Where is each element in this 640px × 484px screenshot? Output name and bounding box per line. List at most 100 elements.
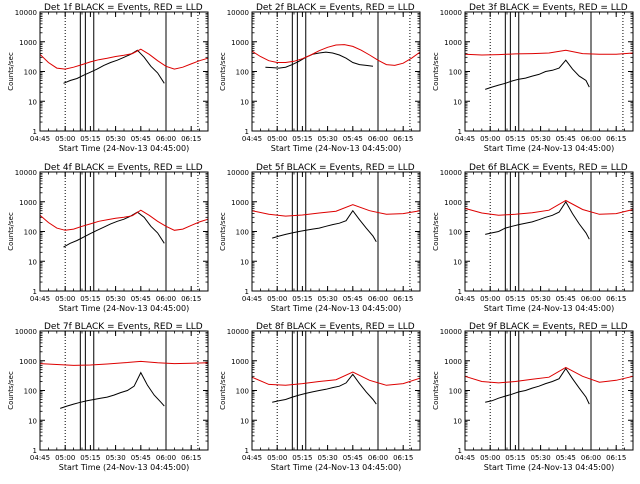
y-tick-label: 10 [240,417,249,425]
x-axis-label: Start Time (24-Nov-13 04:45:00) [271,144,401,153]
y-axis-label: Counts/sec [219,212,227,251]
x-axis-label: Start Time (24-Nov-13 04:45:00) [59,463,189,472]
plot-frame [251,171,421,292]
y-tick-label: 10 [28,98,37,106]
chart-panel-1: Det 1f BLACK = Events, RED = LLD Counts/s… [7,3,209,153]
events-series-line [63,211,165,248]
y-tick-label: 10 [453,258,462,266]
x-tick-label: 05:30 [531,454,551,462]
lld-series-line [251,44,421,66]
events-series-line [265,51,374,69]
y-tick-label: 10 [240,258,249,266]
x-tick-label: 06:15 [181,295,201,303]
x-tick-label: 05:15 [80,295,100,303]
x-tick-label: 05:15 [292,295,312,303]
x-tick-label: 06:00 [581,135,601,143]
plot-frame [464,11,634,132]
y-tick-label: 100 [24,69,37,77]
x-tick-label: 05:15 [292,135,312,143]
x-tick-label: 05:30 [106,135,126,143]
x-tick-label: 06:15 [393,454,413,462]
y-tick-label: 10 [453,98,462,106]
events-series-line [485,367,590,405]
x-axis-label: Start Time (24-Nov-13 04:45:00) [59,304,189,313]
x-tick-label: 05:00 [480,295,500,303]
lld-series-line [39,360,209,366]
y-tick-label: 10000 [15,328,37,336]
x-tick-label: 06:15 [606,135,626,143]
y-tick-label: 100 [24,229,37,237]
y-tick-label: 1 [33,447,37,455]
y-axis-label: Counts/sec [7,371,15,410]
y-tick-label: 100 [236,69,249,77]
x-tick-label: 05:00 [267,135,287,143]
chart-title: Det 6f BLACK = Events, RED = LLD [469,163,628,173]
y-tick-label: 10000 [440,9,462,17]
y-tick-label: 10000 [440,169,462,177]
x-tick-label: 05:45 [556,135,576,143]
y-tick-label: 100 [449,229,462,237]
y-axis-label: Counts/sec [219,371,227,410]
y-tick-label: 1 [458,447,462,455]
x-tick-label: 05:00 [55,135,75,143]
x-tick-label: 04:45 [242,295,262,303]
x-tick-label: 05:15 [80,454,100,462]
chart-title: Det 4f BLACK = Events, RED = LLD [44,163,203,173]
plot-frame [464,330,634,451]
events-series-line [60,371,165,409]
y-tick-label: 100 [236,229,249,237]
x-tick-label: 05:45 [131,454,151,462]
x-tick-label: 05:30 [318,295,338,303]
x-tick-label: 04:45 [455,135,475,143]
chart-title: Det 3f BLACK = Events, RED = LLD [469,3,628,13]
chart-panel-9: Det 9f BLACK = Events, RED = LLD Counts/s… [432,322,634,472]
y-tick-label: 10 [28,258,37,266]
y-axis-label: Counts/sec [219,52,227,91]
y-axis-label: Counts/sec [432,52,440,91]
chart-panel-2: Det 2f BLACK = Events, RED = LLD Counts/s… [219,3,421,153]
chart-panel-4: Det 4f BLACK = Events, RED = LLD Counts/s… [7,163,209,313]
x-tick-label: 05:15 [505,135,525,143]
y-tick-label: 10 [453,417,462,425]
chart-panel-7: Det 7f BLACK = Events, RED = LLD Counts/s… [7,322,209,472]
y-tick-label: 10000 [227,328,249,336]
chart-title: Det 2f BLACK = Events, RED = LLD [256,3,415,13]
y-tick-label: 10000 [227,169,249,177]
x-tick-label: 06:00 [156,135,176,143]
x-tick-label: 06:15 [181,454,201,462]
y-tick-label: 10000 [440,328,462,336]
chart-title: Det 7f BLACK = Events, RED = LLD [44,322,203,332]
x-tick-label: 05:15 [505,454,525,462]
x-tick-label: 05:45 [343,135,363,143]
lld-series-line [251,371,421,386]
y-tick-label: 100 [236,388,249,396]
events-series-line [485,200,590,240]
lld-series-line [464,49,634,56]
x-tick-label: 06:00 [368,454,388,462]
x-tick-label: 05:00 [55,295,75,303]
y-tick-label: 1000 [19,199,37,207]
x-tick-label: 05:00 [55,454,75,462]
lld-series-line [39,48,209,70]
plot-frame [251,11,421,132]
x-tick-label: 06:00 [156,454,176,462]
y-axis-label: Counts/sec [7,52,15,91]
chart-panel-3: Det 3f BLACK = Events, RED = LLD Counts/s… [432,3,634,153]
plot-frame [464,171,634,292]
y-tick-label: 1000 [444,199,462,207]
x-tick-label: 06:00 [368,135,388,143]
x-tick-label: 05:15 [80,135,100,143]
lld-series-line [39,209,209,231]
x-tick-label: 05:30 [531,295,551,303]
x-tick-label: 05:00 [267,454,287,462]
x-axis-label: Start Time (24-Nov-13 04:45:00) [484,463,614,472]
x-tick-label: 06:00 [368,295,388,303]
plot-frame [39,11,209,132]
x-tick-label: 05:00 [480,454,500,462]
y-axis-label: Counts/sec [432,371,440,410]
x-tick-label: 05:45 [343,295,363,303]
y-tick-label: 1 [33,288,37,296]
x-tick-label: 04:45 [455,295,475,303]
